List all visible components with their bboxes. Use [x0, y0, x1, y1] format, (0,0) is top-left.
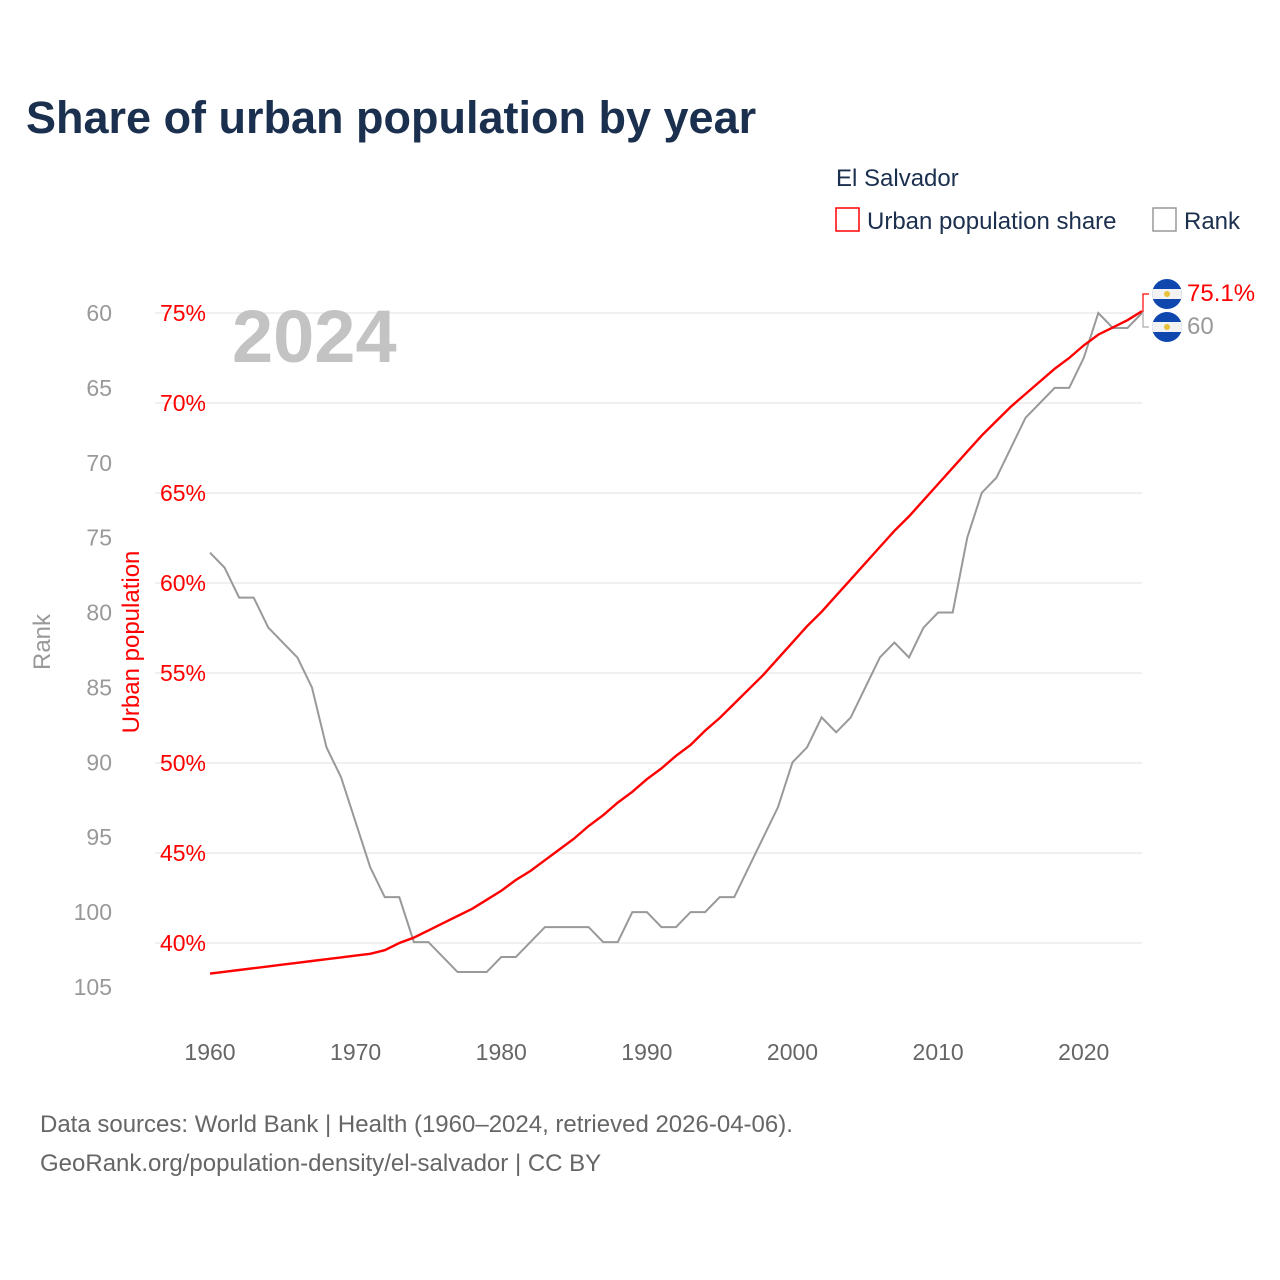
urban-end-connector — [1142, 293, 1149, 312]
urban-tick-label: 65% — [160, 480, 206, 506]
urban-axis-title: Urban population — [118, 551, 145, 734]
legend-item-rank[interactable]: Rank — [1152, 207, 1241, 235]
urban-tick-label: 75% — [160, 300, 206, 326]
legend-label-rank: Rank — [1184, 208, 1241, 235]
x-tick-label: 1960 — [184, 1039, 235, 1065]
x-tick-label: 2010 — [913, 1039, 964, 1065]
legend-swatch-rank — [1152, 207, 1177, 232]
x-tick-label: 2020 — [1058, 1039, 1109, 1065]
rank-line — [209, 311, 1143, 974]
x-tick-label: 2000 — [767, 1039, 818, 1065]
end-labels: 75.1% 60 — [1142, 279, 1255, 342]
axes: 75% 70% 65% 60% 55% 50% 45% 40% 60 65 70 75 80 85 90 95… — [74, 300, 1110, 1065]
flag-icon-rank — [1152, 312, 1182, 342]
rank-tick-label: 95 — [86, 824, 112, 850]
rank-tick-label: 85 — [86, 674, 112, 700]
rank-end-connector — [1142, 312, 1149, 328]
flag-icon-urban — [1152, 279, 1182, 309]
urban-end-label: 75.1% — [1187, 280, 1255, 307]
footer-link[interactable]: GeoRank.org/population-density/el-salvad… — [40, 1150, 601, 1177]
legend-swatch-urban — [835, 207, 860, 232]
rank-tick-label: 90 — [86, 749, 112, 775]
rank-tick-label: 70 — [86, 450, 112, 476]
urban-tick-label: 60% — [160, 570, 206, 596]
legend-country: El Salvador — [836, 165, 959, 192]
legend-label-urban: Urban population share — [867, 208, 1117, 235]
footer-sources: Data sources: World Bank | Health (1960–… — [40, 1111, 793, 1138]
urban-tick-label: 70% — [160, 390, 206, 416]
x-tick-label: 1990 — [621, 1039, 672, 1065]
x-tick-label: 1970 — [330, 1039, 381, 1065]
chart-title: Share of urban population by year — [26, 92, 756, 143]
rank-axis-title: Rank — [29, 613, 56, 670]
urban-tick-label: 40% — [160, 930, 206, 956]
rank-tick-label: 105 — [74, 974, 112, 1000]
urban-tick-label: 45% — [160, 840, 206, 866]
rank-tick-label: 60 — [86, 300, 112, 326]
urban-line — [209, 310, 1143, 975]
urban-tick-label: 55% — [160, 660, 206, 686]
rank-tick-label: 65 — [86, 375, 112, 401]
rank-tick-label: 100 — [74, 899, 112, 925]
rank-tick-label: 75 — [86, 525, 112, 551]
year-watermark: 2024 — [232, 295, 397, 378]
rank-end-label: 60 — [1187, 313, 1214, 340]
gridlines — [155, 312, 1142, 944]
series-lines — [209, 310, 1143, 975]
legend-item-urban[interactable]: Urban population share — [835, 207, 1117, 235]
rank-tick-label: 80 — [86, 600, 112, 626]
urban-tick-label: 50% — [160, 750, 206, 776]
x-tick-label: 1980 — [476, 1039, 527, 1065]
